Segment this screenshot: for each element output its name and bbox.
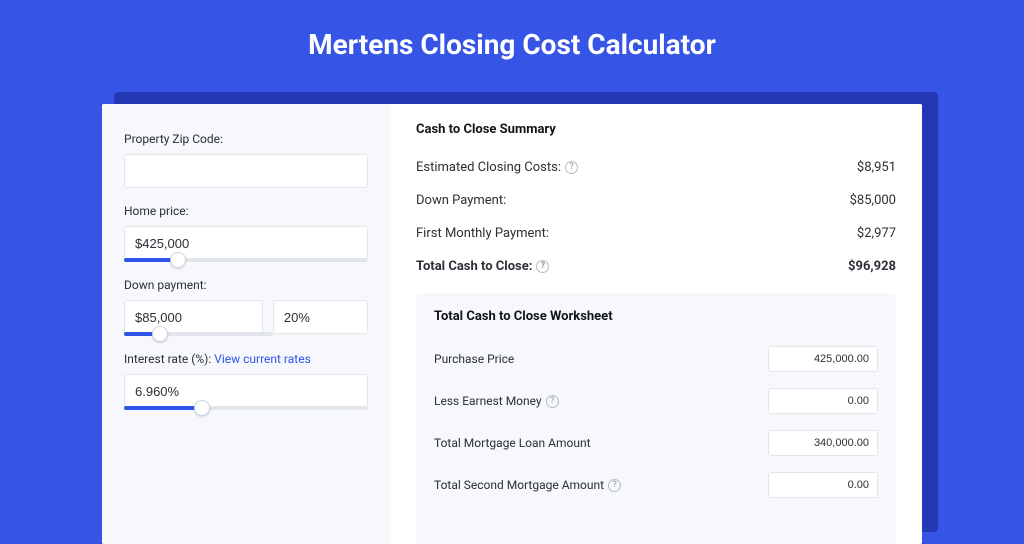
home-price-field-group: Home price: [124, 204, 368, 262]
zip-input[interactable] [124, 154, 368, 188]
interest-rate-slider-thumb[interactable] [194, 400, 210, 416]
home-price-slider-thumb[interactable] [170, 252, 186, 268]
worksheet-label: Purchase Price [434, 352, 514, 366]
summary-label: Down Payment: [416, 193, 506, 208]
help-icon[interactable]: ? [608, 479, 621, 492]
worksheet-input-earnest-money[interactable] [768, 388, 878, 414]
summary-value: $96,928 [848, 259, 896, 274]
results-panel: Cash to Close Summary Estimated Closing … [390, 104, 922, 544]
view-rates-link[interactable]: View current rates [214, 352, 311, 366]
worksheet-label: Total Mortgage Loan Amount [434, 436, 591, 450]
worksheet-label: Total Second Mortgage Amount ? [434, 478, 621, 492]
summary-title: Cash to Close Summary [416, 122, 896, 137]
down-payment-label: Down payment: [124, 278, 368, 292]
interest-rate-label-text: Interest rate (%): [124, 352, 214, 366]
down-payment-amount-input[interactable] [124, 300, 263, 334]
summary-label-text: Down Payment: [416, 193, 506, 208]
home-price-slider[interactable] [124, 258, 368, 262]
worksheet-input-second-mortgage[interactable] [768, 472, 878, 498]
down-payment-percent-input[interactable] [273, 300, 368, 334]
help-icon[interactable]: ? [546, 395, 559, 408]
interest-rate-slider[interactable] [124, 406, 368, 410]
summary-row-closing-costs: Estimated Closing Costs: ? $8,951 [416, 151, 896, 184]
summary-label-text: First Monthly Payment: [416, 226, 549, 241]
summary-value: $8,951 [857, 160, 896, 175]
worksheet-row-mortgage-amount: Total Mortgage Loan Amount [434, 422, 878, 464]
home-price-input[interactable] [124, 226, 368, 260]
summary-label: Total Cash to Close: ? [416, 259, 549, 274]
zip-field-group: Property Zip Code: [124, 132, 368, 188]
worksheet-row-second-mortgage: Total Second Mortgage Amount ? [434, 464, 878, 506]
worksheet-label-text: Less Earnest Money [434, 394, 542, 408]
worksheet-input-purchase-price[interactable] [768, 346, 878, 372]
summary-label: Estimated Closing Costs: ? [416, 160, 578, 175]
summary-value: $2,977 [857, 226, 896, 241]
down-payment-field-group: Down payment: [124, 278, 368, 336]
summary-row-monthly-payment: First Monthly Payment: $2,977 [416, 217, 896, 250]
worksheet-panel: Total Cash to Close Worksheet Purchase P… [416, 293, 896, 544]
home-price-label: Home price: [124, 204, 368, 218]
summary-label: First Monthly Payment: [416, 226, 549, 241]
interest-rate-input[interactable] [124, 374, 368, 408]
worksheet-label: Less Earnest Money ? [434, 394, 559, 408]
interest-rate-label: Interest rate (%): View current rates [124, 352, 368, 366]
zip-label: Property Zip Code: [124, 132, 368, 146]
summary-row-total-cash: Total Cash to Close: ? $96,928 [416, 250, 896, 283]
help-icon[interactable]: ? [565, 161, 578, 174]
summary-row-down-payment: Down Payment: $85,000 [416, 184, 896, 217]
worksheet-row-earnest-money: Less Earnest Money ? [434, 380, 878, 422]
summary-label-text: Estimated Closing Costs: [416, 160, 561, 175]
interest-rate-slider-fill [124, 406, 202, 410]
calculator-card: Property Zip Code: Home price: Down paym… [102, 104, 922, 544]
summary-value: $85,000 [850, 193, 896, 208]
worksheet-label-text: Total Mortgage Loan Amount [434, 436, 591, 450]
worksheet-input-mortgage-amount[interactable] [768, 430, 878, 456]
interest-rate-field-group: Interest rate (%): View current rates [124, 352, 368, 410]
down-payment-slider-thumb[interactable] [152, 326, 168, 342]
page-title: Mertens Closing Cost Calculator [0, 0, 1024, 83]
worksheet-label-text: Total Second Mortgage Amount [434, 478, 604, 492]
summary-label-text: Total Cash to Close: [416, 259, 532, 274]
worksheet-row-purchase-price: Purchase Price [434, 338, 878, 380]
worksheet-title: Total Cash to Close Worksheet [434, 309, 878, 324]
help-icon[interactable]: ? [536, 260, 549, 273]
inputs-panel: Property Zip Code: Home price: Down paym… [102, 104, 390, 544]
down-payment-slider[interactable] [124, 332, 273, 336]
worksheet-label-text: Purchase Price [434, 352, 514, 366]
